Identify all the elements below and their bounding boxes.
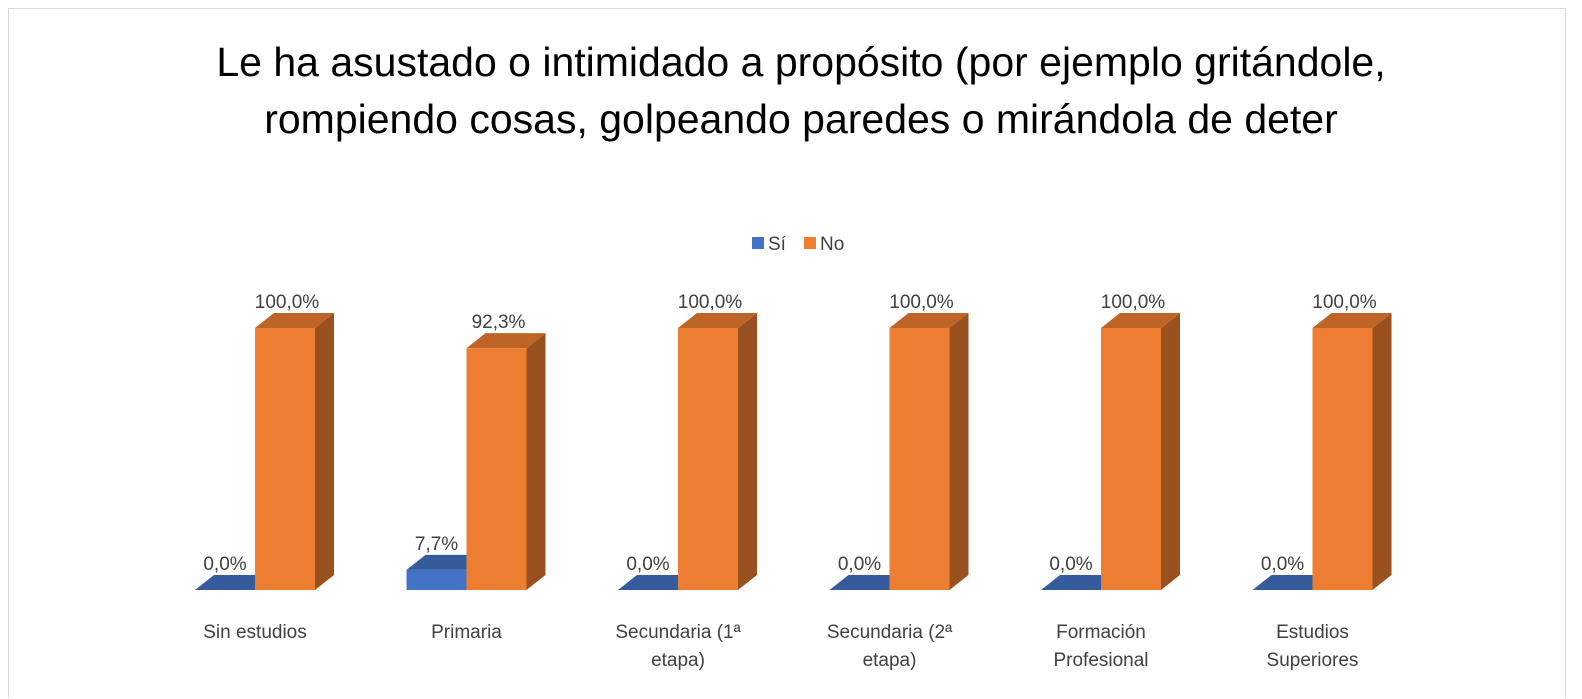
x-tick-label: Secundaria (1ª etapa) [615,622,741,671]
data-label: 100,0% [1312,292,1377,313]
bar-side [526,333,546,590]
bar [255,328,315,590]
x-tick-label: Secundaria (2ª etapa) [826,622,953,671]
bar-top [1312,313,1392,328]
bar [406,569,467,590]
legend-swatch [752,237,764,249]
bar-side [1372,313,1392,590]
bar-side [738,313,757,590]
bar-top [466,333,546,349]
x-tick-label: Primaria [431,622,502,643]
bar-top [1101,313,1180,328]
bar-side [1161,313,1180,590]
bar-top [406,554,486,570]
bar-top [889,313,969,328]
chart-title: Le ha asustado o intimidado a propósito … [216,39,1386,142]
bar [1312,328,1373,590]
x-tick-label: Estudios Superiores [1266,622,1359,671]
data-label: 100,0% [889,292,954,313]
bar [889,328,950,590]
data-label: 100,0% [678,292,743,313]
x-tick-label: Sin estudios [203,622,307,643]
bar [1101,328,1161,590]
data-label: 100,0% [255,292,320,313]
bar-side [949,313,969,590]
data-label: 7,7% [415,534,458,555]
bar-top [1252,575,1332,590]
bar-top [255,313,334,328]
bar-top [195,575,274,590]
data-label: 0,0% [1049,554,1092,575]
bar-top [829,575,909,590]
bar-top [678,313,757,328]
bar [466,348,527,590]
data-label: 0,0% [203,554,246,575]
bar [678,328,738,590]
data-label: 0,0% [1261,554,1304,575]
chart-frame [8,8,1566,698]
bar-top [618,575,697,590]
bar-side [315,313,334,590]
x-tick-label: Formación Profesional [1053,622,1149,671]
data-label: 100,0% [1101,292,1166,313]
data-label: 0,0% [838,554,881,575]
legend-swatch [804,237,816,249]
legend-label: Sí [768,234,787,255]
data-label: 0,0% [626,554,669,575]
data-label: 92,3% [472,312,526,333]
legend-label: No [820,234,844,255]
bar-top [1041,575,1120,590]
